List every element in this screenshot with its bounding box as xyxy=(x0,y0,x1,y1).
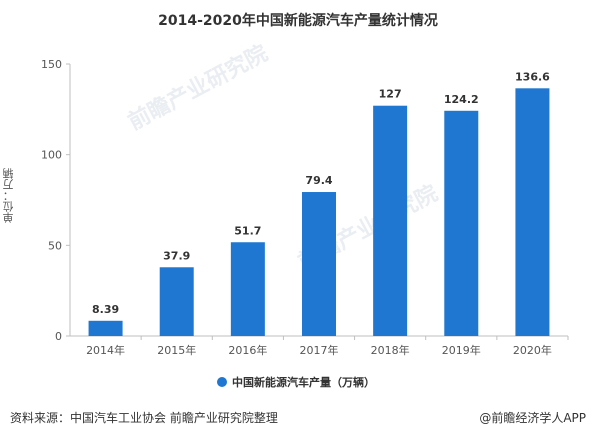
chart-title: 2014-2020年中国新能源汽车产量统计情况 xyxy=(158,13,438,29)
data-label: 37.9 xyxy=(163,249,190,262)
source-note: 资料来源：中国汽车工业协会 前瞻产业研究院整理 xyxy=(10,411,278,425)
bar xyxy=(230,242,265,336)
data-label: 79.4 xyxy=(305,174,332,187)
x-tick-label: 2016年 xyxy=(228,343,267,357)
y-tick-label: 150 xyxy=(41,58,62,71)
x-tick-label: 2019年 xyxy=(442,343,481,357)
bar xyxy=(159,267,194,336)
x-tick-label: 2020年 xyxy=(513,343,552,357)
bar xyxy=(515,88,550,336)
bar xyxy=(88,320,123,336)
bar xyxy=(373,105,408,336)
data-label: 136.6 xyxy=(515,70,550,83)
y-tick-label: 0 xyxy=(55,330,62,343)
x-tick-label: 2015年 xyxy=(157,343,196,357)
y-tick-label: 50 xyxy=(48,239,62,252)
data-label: 8.39 xyxy=(92,303,119,316)
x-tick-label: 2017年 xyxy=(300,343,339,357)
bar xyxy=(444,110,479,336)
y-tick-label: 100 xyxy=(41,149,62,162)
data-label: 51.7 xyxy=(234,224,261,237)
data-label: 127 xyxy=(379,88,402,101)
x-tick-label: 2018年 xyxy=(371,343,410,357)
legend-marker xyxy=(217,377,227,387)
data-label: 124.2 xyxy=(444,93,479,106)
bar xyxy=(302,192,336,336)
brand-credit: @前瞻经济学人APP xyxy=(479,411,586,425)
x-tick-label: 2014年 xyxy=(86,343,125,357)
legend-label: 中国新能源汽车产量（万辆） xyxy=(232,375,375,389)
